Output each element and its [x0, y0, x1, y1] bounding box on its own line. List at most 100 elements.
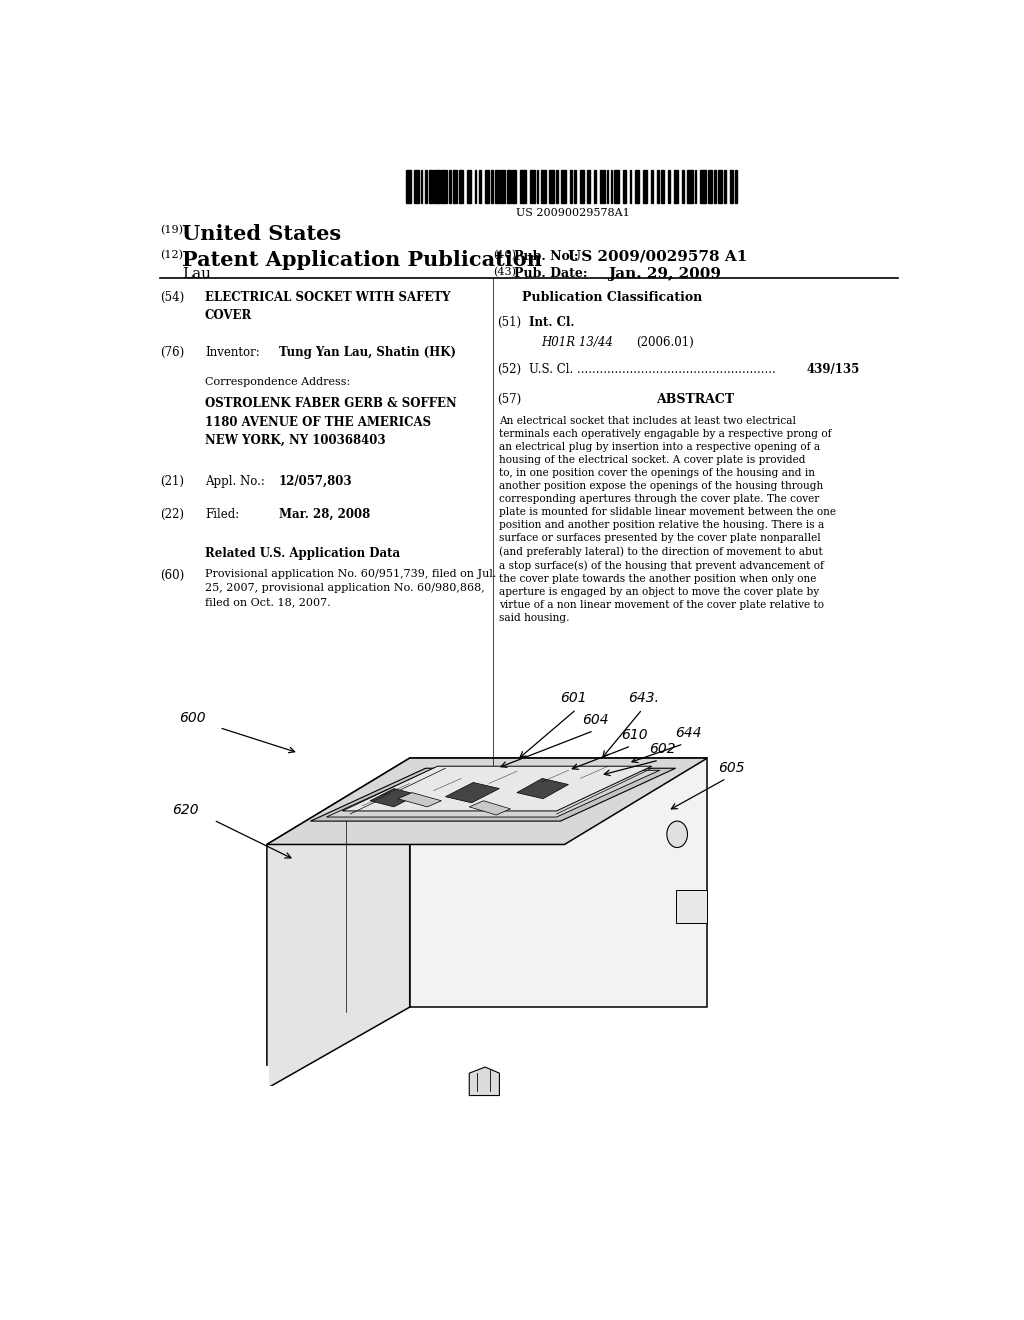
- Text: ABSTRACT: ABSTRACT: [656, 393, 734, 407]
- Text: (2006.01): (2006.01): [636, 337, 693, 350]
- Bar: [610, 169, 612, 203]
- Bar: [450, 169, 451, 203]
- Bar: [730, 169, 733, 203]
- Text: Pub. No.:: Pub. No.:: [514, 249, 579, 263]
- Text: (43): (43): [494, 267, 516, 277]
- Bar: [694, 169, 696, 203]
- Text: (76): (76): [160, 346, 184, 359]
- Bar: [425, 169, 427, 203]
- Text: Publication Classification: Publication Classification: [522, 290, 702, 304]
- Polygon shape: [469, 1067, 500, 1096]
- Bar: [496, 169, 498, 203]
- Polygon shape: [267, 758, 708, 845]
- Text: (22): (22): [160, 508, 183, 521]
- Polygon shape: [676, 890, 708, 923]
- Bar: [669, 169, 670, 203]
- Text: Appl. No.:: Appl. No.:: [205, 474, 265, 487]
- Bar: [574, 169, 575, 203]
- Polygon shape: [517, 779, 568, 799]
- Text: 602: 602: [649, 742, 676, 756]
- Bar: [512, 169, 516, 203]
- Text: 604: 604: [582, 713, 608, 726]
- Bar: [500, 169, 505, 203]
- Circle shape: [667, 821, 687, 847]
- Text: U.S. Cl. .....................................................: U.S. Cl. ...............................…: [528, 363, 775, 376]
- Bar: [635, 169, 639, 203]
- Polygon shape: [397, 792, 441, 807]
- Text: Mar. 28, 2008: Mar. 28, 2008: [279, 508, 370, 521]
- Text: Inventor:: Inventor:: [205, 346, 260, 359]
- Text: (19): (19): [160, 224, 182, 235]
- Text: COVER: COVER: [205, 309, 252, 322]
- Bar: [594, 169, 596, 203]
- Text: 1180 AVENUE OF THE AMERICAS: 1180 AVENUE OF THE AMERICAS: [205, 416, 431, 429]
- Bar: [537, 169, 539, 203]
- Polygon shape: [445, 783, 500, 803]
- Text: Jan. 29, 2009: Jan. 29, 2009: [608, 267, 721, 281]
- Text: Tung Yan Lau, Shatin (HK): Tung Yan Lau, Shatin (HK): [279, 346, 456, 359]
- Bar: [724, 169, 726, 203]
- Text: 605: 605: [718, 762, 744, 775]
- Text: Pub. Date:: Pub. Date:: [514, 267, 588, 280]
- Bar: [700, 169, 706, 203]
- Text: 601: 601: [560, 692, 587, 705]
- Text: Int. Cl.: Int. Cl.: [528, 315, 574, 329]
- Text: Related U.S. Application Data: Related U.S. Application Data: [205, 546, 400, 560]
- Text: (52): (52): [497, 363, 521, 376]
- Bar: [588, 169, 590, 203]
- Text: Filed:: Filed:: [205, 508, 240, 521]
- Bar: [643, 169, 647, 203]
- Polygon shape: [267, 758, 410, 1089]
- Bar: [660, 169, 665, 203]
- Text: Patent Application Publication: Patent Application Publication: [182, 249, 542, 269]
- Polygon shape: [310, 768, 676, 821]
- Bar: [406, 169, 412, 203]
- Text: 644: 644: [676, 726, 702, 739]
- Bar: [485, 169, 489, 203]
- Text: 643.: 643.: [628, 692, 659, 705]
- Bar: [479, 169, 481, 203]
- Text: (51): (51): [497, 315, 521, 329]
- Bar: [556, 169, 558, 203]
- Bar: [414, 169, 419, 203]
- Polygon shape: [370, 788, 418, 807]
- Bar: [606, 169, 608, 203]
- Text: 620: 620: [172, 803, 199, 817]
- Bar: [434, 169, 440, 203]
- Bar: [682, 169, 684, 203]
- Bar: [507, 169, 511, 203]
- Text: (21): (21): [160, 474, 183, 487]
- Bar: [687, 169, 693, 203]
- Text: 12/057,803: 12/057,803: [279, 474, 352, 487]
- Bar: [735, 169, 737, 203]
- Text: (57): (57): [497, 393, 521, 407]
- Bar: [709, 169, 712, 203]
- Bar: [580, 169, 584, 203]
- Text: An electrical socket that includes at least two electrical
terminals each operat: An electrical socket that includes at le…: [500, 416, 837, 623]
- Text: (54): (54): [160, 290, 184, 304]
- Bar: [541, 169, 546, 203]
- Text: 600: 600: [179, 710, 206, 725]
- Bar: [630, 169, 631, 203]
- Text: OSTROLENK FABER GERB & SOFFEN: OSTROLENK FABER GERB & SOFFEN: [205, 397, 457, 411]
- Text: United States: United States: [182, 224, 341, 244]
- Bar: [674, 169, 678, 203]
- Bar: [467, 169, 471, 203]
- Text: Correspondence Address:: Correspondence Address:: [205, 378, 350, 387]
- Text: (10): (10): [494, 249, 516, 260]
- Bar: [560, 169, 566, 203]
- Polygon shape: [342, 766, 652, 810]
- Bar: [529, 169, 536, 203]
- Bar: [570, 169, 571, 203]
- Polygon shape: [327, 771, 659, 817]
- Polygon shape: [469, 801, 511, 814]
- Bar: [549, 169, 554, 203]
- Text: Provisional application No. 60/951,739, filed on Jul.
25, 2007, provisional appl: Provisional application No. 60/951,739, …: [205, 569, 497, 607]
- Text: 610: 610: [622, 727, 648, 742]
- Bar: [475, 169, 476, 203]
- Text: H01R 13/44: H01R 13/44: [541, 337, 612, 350]
- Bar: [453, 169, 457, 203]
- Bar: [429, 169, 433, 203]
- Text: US 20090029578A1: US 20090029578A1: [515, 209, 630, 218]
- Bar: [459, 169, 463, 203]
